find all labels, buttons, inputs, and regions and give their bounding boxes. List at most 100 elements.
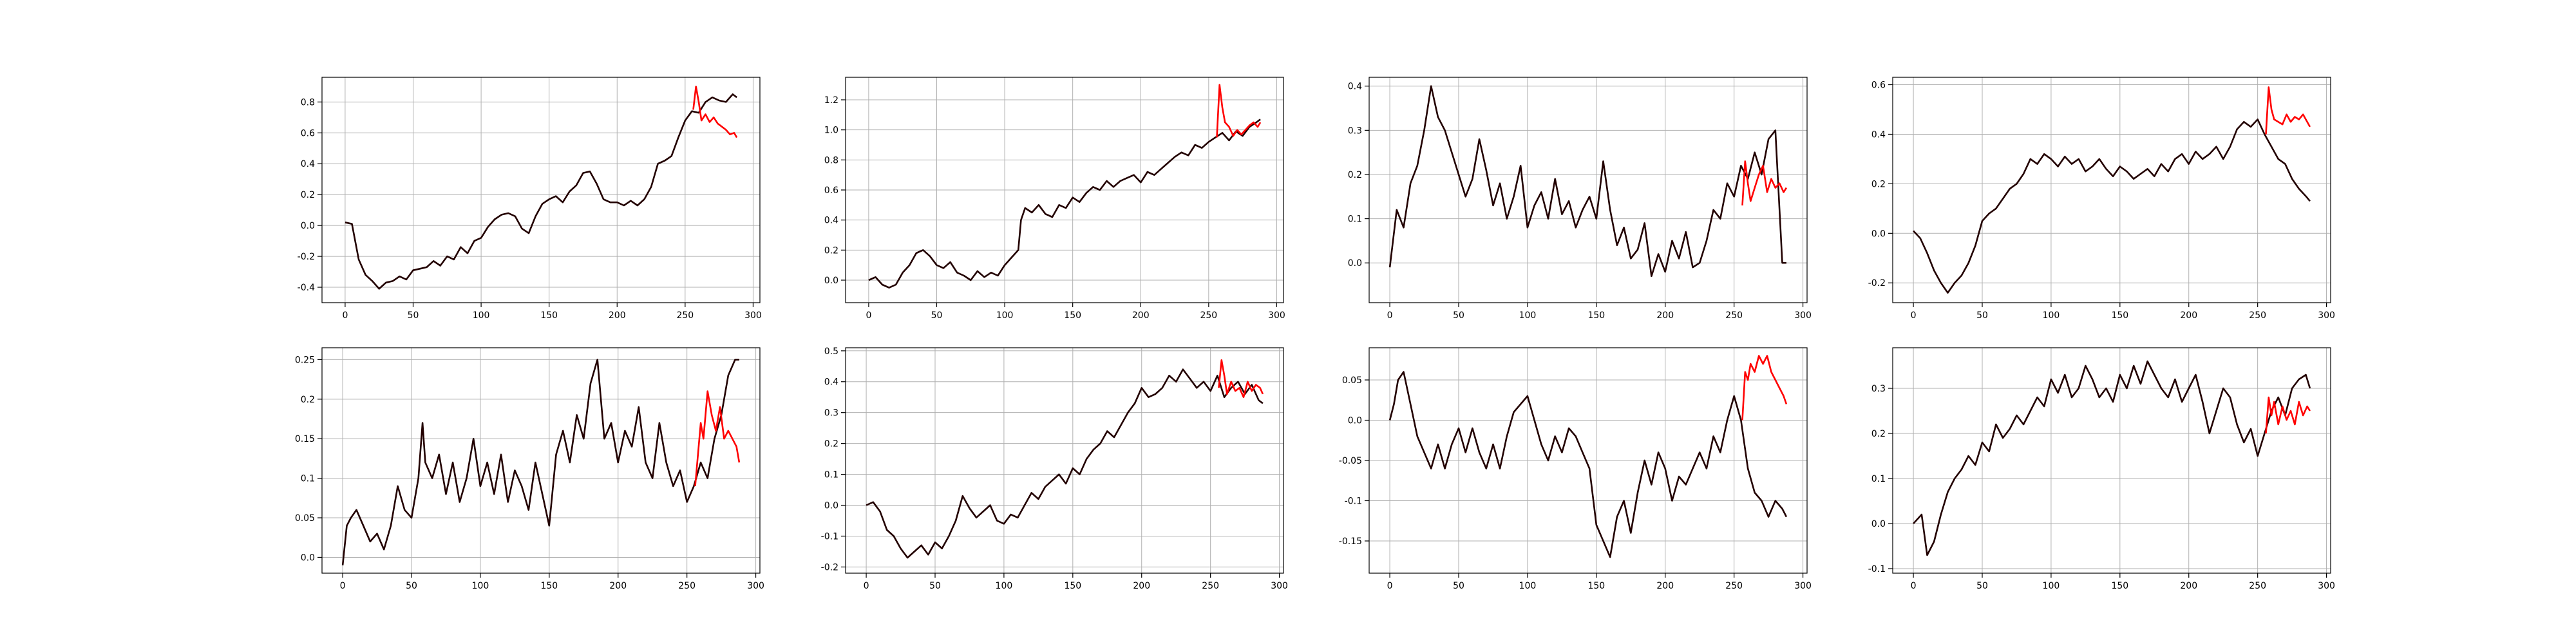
y-tick-label: 1.2: [824, 95, 838, 106]
x-tick-label: 50: [1976, 581, 1988, 591]
x-tick-label: 100: [473, 310, 490, 321]
x-tick-label: 300: [744, 310, 762, 321]
x-tick-label: 200: [609, 310, 626, 321]
y-tick-label: -0.1: [1345, 497, 1362, 507]
x-tick-label: 0: [1911, 581, 1917, 591]
y-tick-label: 0.5: [824, 346, 838, 357]
series-line-forecast: [694, 390, 741, 487]
y-tick-label: 0.4: [824, 377, 838, 388]
y-tick-label: -0.1: [1868, 564, 1886, 574]
x-tick-label: 0: [1387, 581, 1393, 591]
subplot-7: 0 50 100 150 200 250 300 -0.15 -0.1 -0.05 0.0 0.05: [1339, 347, 1812, 591]
y-tick-label: 0.15: [295, 434, 315, 444]
x-tick-label: 0: [1911, 310, 1917, 321]
x-tick-label: 100: [1519, 581, 1537, 591]
axes-frame: [1892, 347, 2331, 574]
x-tick-label: 250: [2249, 310, 2266, 321]
x-tick-label: 0: [342, 310, 348, 321]
subplot-3: 0 50 100 150 200 250 300 0.0 0.1 0.2 0.3 0.4: [1348, 77, 1812, 321]
x-tick-label: 150: [540, 581, 558, 591]
x-tick-label: 50: [406, 581, 417, 591]
y-tick-label: 0.6: [301, 128, 315, 138]
y-tick-label: 0.0: [1348, 416, 1362, 426]
x-tick-label: 300: [1271, 581, 1288, 591]
series-line-forecast: [692, 86, 738, 138]
y-tick-label: -0.4: [298, 283, 315, 293]
series-line-actual: [1388, 85, 1786, 278]
x-tick-label: 300: [1268, 310, 1285, 321]
y-tick-label: 0.8: [824, 155, 838, 166]
x-tick-label: 300: [2318, 310, 2335, 321]
series-line-forecast: [1741, 160, 1787, 206]
y-tick-label: -0.2: [1868, 278, 1886, 289]
x-tick-label: 100: [2043, 581, 2060, 591]
series-line-actual: [345, 93, 737, 290]
y-tick-label: 0.05: [295, 513, 315, 524]
axes-frame: [845, 347, 1284, 574]
x-tick-label: 300: [747, 581, 764, 591]
y-tick-label: -0.05: [1339, 456, 1362, 466]
x-tick-label: 0: [866, 310, 871, 321]
y-tick-label: 1.0: [824, 126, 838, 136]
x-tick-label: 300: [1794, 581, 1812, 591]
x-tick-label: 300: [1794, 310, 1812, 321]
y-tick-label: 0.2: [301, 395, 315, 405]
series-line-actual: [1913, 118, 2311, 294]
x-tick-label: 250: [676, 310, 694, 321]
x-tick-label: 50: [1453, 581, 1464, 591]
y-tick-label: 0.4: [301, 159, 315, 169]
y-tick-label: 0.4: [824, 216, 838, 226]
x-tick-label: 300: [2318, 581, 2335, 591]
y-tick-label: 0.1: [301, 474, 315, 484]
y-tick-label: 0.4: [1348, 82, 1362, 92]
x-tick-label: 150: [2111, 581, 2128, 591]
subplot-1: 0 50 100 150 200 250 300 -0.4 -0.2 0.0 0.2 0.4 0.6 0.…: [298, 77, 762, 321]
x-tick-label: 100: [996, 581, 1013, 591]
x-tick-label: 50: [931, 310, 943, 321]
x-tick-label: 200: [1132, 310, 1150, 321]
x-tick-label: 0: [1387, 310, 1393, 321]
subplot-4: 0 50 100 150 200 250 300 -0.2 0.0 0.2 0.4 0.6: [1868, 77, 2335, 321]
series-line-actual: [1388, 371, 1788, 558]
x-tick-label: 250: [1202, 581, 1219, 591]
y-tick-label: 0.4: [1871, 129, 1886, 140]
y-tick-label: -0.2: [821, 562, 838, 573]
x-tick-label: 50: [1453, 310, 1464, 321]
series-line-forecast: [1741, 355, 1788, 421]
x-tick-label: 250: [1725, 310, 1743, 321]
y-tick-label: -0.1: [821, 531, 838, 542]
x-tick-label: 50: [408, 310, 419, 321]
y-tick-label: 0.0: [824, 276, 838, 286]
y-tick-label: 0.0: [301, 221, 315, 231]
series-line-forecast: [2265, 396, 2311, 434]
x-tick-label: 200: [2180, 310, 2197, 321]
y-tick-label: 0.3: [1871, 384, 1886, 394]
series-line-actual: [1913, 360, 2311, 556]
y-tick-label: 0.2: [301, 190, 315, 200]
y-tick-label: 0.05: [1342, 375, 1362, 386]
series-line-actual: [866, 368, 1264, 559]
y-tick-label: 0.25: [295, 355, 315, 365]
y-tick-label: 0.8: [301, 97, 315, 108]
x-tick-label: 200: [1133, 581, 1150, 591]
x-tick-label: 100: [996, 310, 1014, 321]
y-tick-label: 0.0: [301, 553, 315, 563]
y-tick-label: 0.0: [1871, 229, 1886, 239]
axes-frame: [1368, 77, 1808, 303]
x-tick-label: 0: [864, 581, 869, 591]
x-tick-label: 150: [540, 310, 558, 321]
y-tick-label: 0.6: [824, 185, 838, 196]
subplot-2: 0 50 100 150 200 250 300 0.0 0.2 0.4 0.6 0.8 1.0 1.2: [824, 77, 1285, 321]
x-tick-label: 250: [1725, 581, 1743, 591]
y-tick-label: 0.0: [824, 501, 838, 511]
y-tick-label: 0.1: [824, 470, 838, 480]
y-tick-label: 0.1: [1348, 214, 1362, 225]
x-tick-label: 100: [2043, 310, 2060, 321]
x-tick-label: 150: [1064, 581, 1081, 591]
x-tick-label: 200: [609, 581, 627, 591]
y-tick-label: 0.0: [1348, 258, 1362, 269]
x-tick-label: 250: [2249, 581, 2266, 591]
y-tick-label: 0.0: [1871, 519, 1886, 529]
y-tick-label: 0.2: [824, 245, 838, 256]
